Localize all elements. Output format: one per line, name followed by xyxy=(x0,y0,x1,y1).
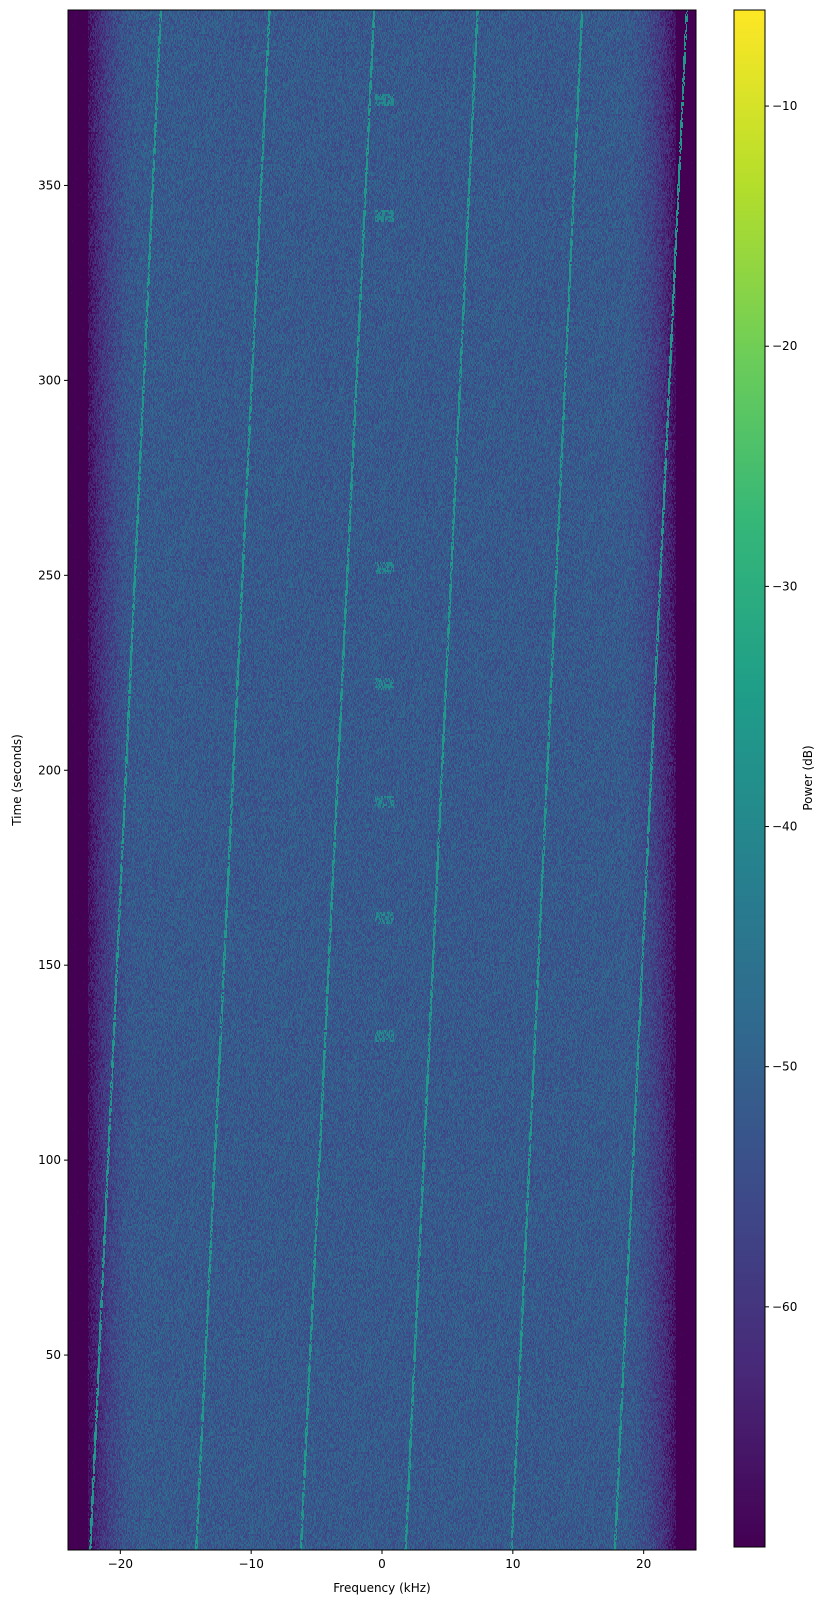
y-tick-label: 50 xyxy=(46,1348,61,1362)
colorbar-label: Power (dB) xyxy=(801,745,815,810)
colorbar-tick-label: −50 xyxy=(772,1060,797,1074)
plot-frame xyxy=(67,9,697,1551)
y-axis-label: Time (seconds) xyxy=(10,734,24,827)
x-axis-label: Frequency (kHz) xyxy=(333,1581,430,1595)
colorbar-tick-label: −10 xyxy=(772,99,797,113)
y-tick-label: 250 xyxy=(38,568,61,582)
colorbar-tick-label: −60 xyxy=(772,1300,797,1314)
colorbar-tick-label: −40 xyxy=(772,820,797,834)
colorbar-frame xyxy=(733,9,766,1548)
colorbar-gradient xyxy=(734,10,765,1547)
x-tick-label: −10 xyxy=(239,1557,264,1571)
y-tick-label: 300 xyxy=(38,373,61,387)
x-tick-label: 20 xyxy=(636,1557,651,1571)
y-tick-label: 150 xyxy=(38,958,61,972)
y-tick-label: 200 xyxy=(38,763,61,777)
x-tick-label: 0 xyxy=(378,1557,386,1571)
spectrogram-image xyxy=(68,10,696,1550)
colorbar-tick-label: −20 xyxy=(772,339,797,353)
colorbar-tick-label: −30 xyxy=(772,579,797,593)
x-tick-label: −20 xyxy=(108,1557,133,1571)
y-tick-label: 100 xyxy=(38,1153,61,1167)
y-tick-label: 350 xyxy=(38,178,61,192)
x-tick-label: 10 xyxy=(505,1557,520,1571)
